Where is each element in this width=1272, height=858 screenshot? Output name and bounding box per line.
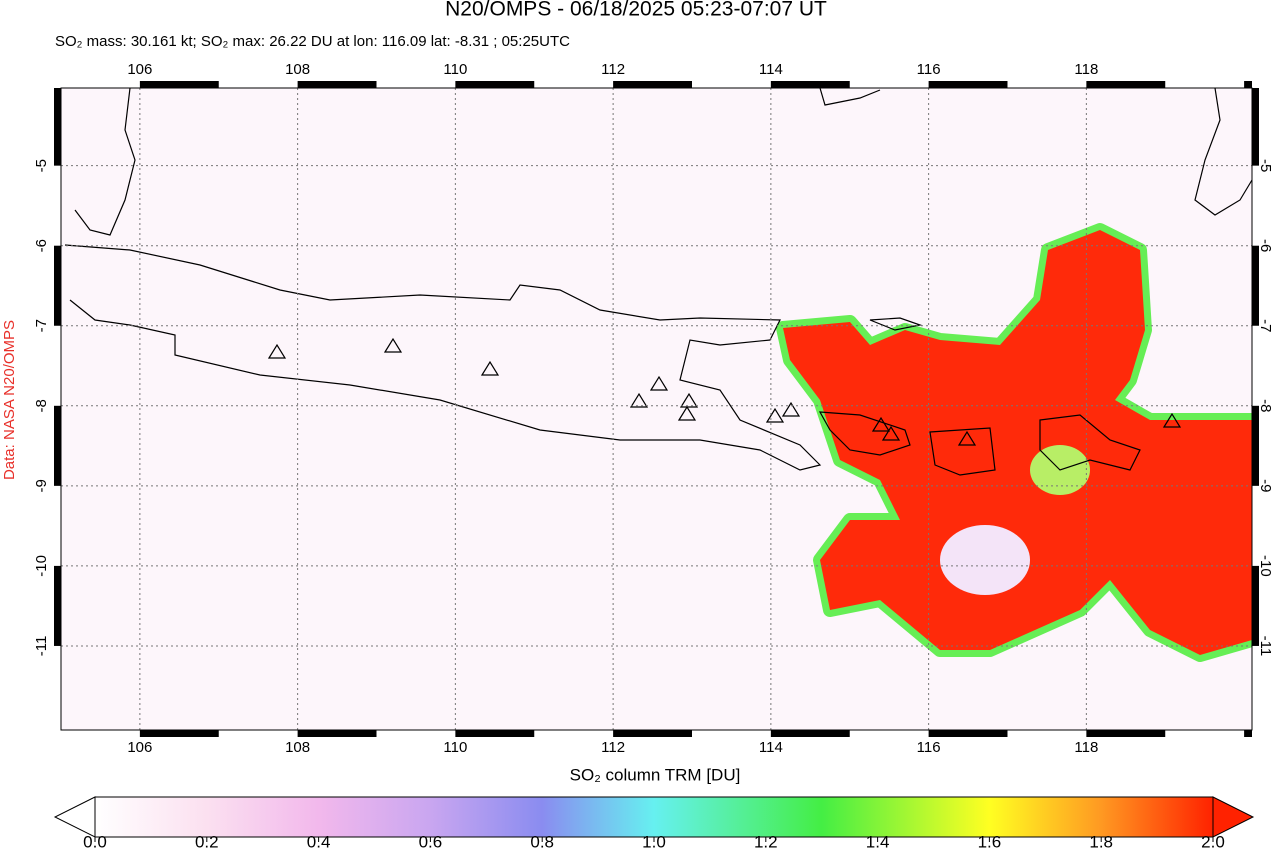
colorbar-tick-label: 0.4 — [307, 832, 331, 851]
volcano — [629, 392, 649, 408]
frame-bar — [297, 730, 377, 737]
y-tick-label: -11 — [1257, 636, 1272, 657]
colorbar-tick-label: 0.2 — [195, 832, 219, 851]
x-tick-label: 112 — [601, 61, 625, 78]
y-tick-label: -8 — [1257, 399, 1272, 412]
frame-bar — [613, 730, 692, 737]
subtitle: SO₂ mass: 30.161 kt; SO₂ max: 26.22 DU a… — [55, 33, 570, 50]
x-tick-label: 106 — [127, 739, 152, 756]
frame-bar — [54, 405, 61, 486]
colorbar-tick-label: 1.6 — [978, 832, 1002, 851]
volcano — [679, 392, 699, 408]
colorbar-tick-label: 1.2 — [754, 832, 778, 851]
x-tick-label: 114 — [759, 61, 783, 78]
y-tick-label: -6 — [33, 239, 50, 252]
frame-bar — [54, 565, 61, 646]
colorbar-max-arrow — [1212, 796, 1255, 838]
y-tick-label: -9 — [1257, 479, 1272, 492]
volcano — [957, 430, 977, 446]
frame-bar — [1252, 245, 1259, 326]
volcano — [781, 401, 801, 417]
y-tick-label: -11 — [33, 636, 50, 657]
title: N20/OMPS - 06/18/2025 05:23-07:07 UT — [445, 0, 827, 21]
frame-bar — [1252, 88, 1259, 166]
frame-bar — [1252, 405, 1259, 486]
colorbar-tick-label: 0.6 — [419, 832, 443, 851]
frame-bar — [770, 730, 850, 737]
volcano — [765, 407, 785, 423]
volcano — [871, 416, 891, 432]
volcanoes — [267, 337, 1182, 446]
colorbar-tick-label: 0.0 — [83, 832, 107, 851]
y-tick-label: -9 — [33, 479, 50, 492]
volcano — [480, 360, 500, 376]
frame-bar — [1086, 730, 1166, 737]
island-coast — [869, 317, 923, 331]
volcano — [649, 375, 669, 391]
x-tick-label: 116 — [917, 61, 941, 78]
lombok-coast — [929, 427, 996, 476]
frame-bar — [139, 730, 219, 737]
plume-core — [783, 230, 1252, 655]
frame-bar — [455, 81, 535, 88]
y-tick-label: -8 — [33, 399, 50, 412]
colorbar-tick-label: 2.0 — [1201, 832, 1225, 851]
colorbar-label: SO₂ column TRM [DU] — [570, 765, 741, 784]
plume — [776, 223, 1252, 662]
y-tick-label: -10 — [1257, 555, 1272, 577]
volcano — [1162, 412, 1182, 428]
x-tick-label: 108 — [285, 61, 310, 78]
volcano — [677, 405, 697, 421]
y-tick-label: -7 — [33, 319, 50, 332]
colorbar-min-arrow — [53, 796, 96, 838]
x-tick-label: 118 — [1074, 61, 1098, 78]
colorbar-tick-label: 0.8 — [530, 832, 554, 851]
x-tick-label: 118 — [1074, 739, 1098, 756]
sumbawa-coast — [1039, 414, 1141, 471]
x-tick-label: 108 — [285, 739, 310, 756]
x-tick-label: 110 — [443, 739, 467, 756]
java-coast — [64, 244, 822, 471]
x-tick-label: 114 — [759, 739, 783, 756]
frame-bar — [613, 81, 692, 88]
frame-bar — [1244, 81, 1252, 88]
coastlines — [64, 88, 1252, 476]
frame-bar — [139, 81, 219, 88]
y-tick-label: -5 — [1257, 159, 1272, 172]
x-tick-label: 106 — [127, 61, 152, 78]
frame-bar — [928, 730, 1008, 737]
frame-bar — [1244, 730, 1252, 737]
frame-bar — [1086, 81, 1166, 88]
volcano — [383, 337, 403, 353]
plume-gap — [940, 525, 1030, 595]
colorbar — [94, 796, 1214, 838]
frame-bar — [1252, 565, 1259, 646]
bali-coast — [818, 411, 911, 456]
colorbar-tick-label: 1.8 — [1089, 832, 1113, 851]
x-tick-label: 110 — [443, 61, 467, 78]
volcano — [881, 425, 901, 441]
x-tick-label: 116 — [917, 739, 941, 756]
y-tick-label: -6 — [1257, 239, 1272, 252]
frame-bar — [770, 81, 850, 88]
volcano — [267, 343, 287, 359]
x-tick-label: 112 — [601, 739, 625, 756]
credit: Data: NASA N20/OMPS — [1, 320, 18, 480]
frame-bar — [928, 81, 1008, 88]
y-tick-label: -5 — [33, 159, 50, 172]
frame-bar — [54, 245, 61, 326]
sumatra-coast — [74, 88, 136, 236]
frame-bar — [297, 81, 377, 88]
colorbar-tick-label: 1.4 — [866, 832, 890, 851]
y-tick-label: -10 — [33, 555, 50, 577]
map — [61, 88, 1252, 730]
frame-bar — [54, 88, 61, 166]
colorbar-tick-label: 1.0 — [642, 832, 666, 851]
y-tick-label: -7 — [1257, 319, 1272, 332]
frame-bar — [455, 730, 535, 737]
sulawesi-coast — [1194, 88, 1252, 216]
borneo-coast — [819, 88, 881, 106]
